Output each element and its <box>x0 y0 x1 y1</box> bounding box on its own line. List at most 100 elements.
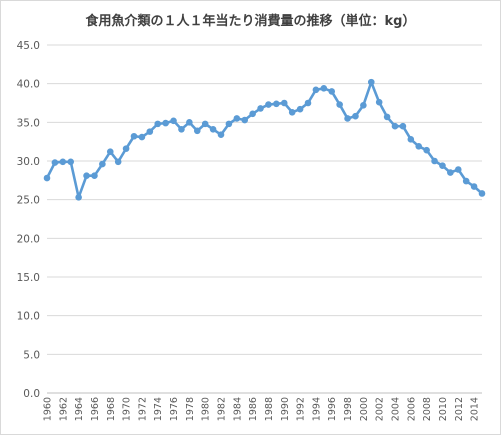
data-point <box>138 133 146 141</box>
data-point <box>415 143 423 150</box>
data-point <box>91 172 98 179</box>
x-tick-label: 1978 <box>185 397 196 421</box>
data-point <box>352 112 359 120</box>
x-tick-label: 1970 <box>122 397 133 421</box>
data-point <box>114 158 122 166</box>
data-point <box>122 145 130 152</box>
data-point <box>99 160 106 168</box>
data-point <box>478 190 486 197</box>
chart-title: 食用魚介類の１人１年当たり消費量の推移（単位：kg） <box>85 14 416 29</box>
data-point <box>209 125 217 133</box>
y-tick-label: 5.0 <box>23 349 40 361</box>
data-point <box>130 132 138 140</box>
x-tick-label: 2006 <box>406 397 417 421</box>
x-tick-label: 1980 <box>201 397 212 421</box>
data-point <box>344 115 351 122</box>
y-tick-label: 30.0 <box>17 156 40 168</box>
x-tick-label: 1972 <box>137 397 148 421</box>
data-point <box>367 78 375 86</box>
data-point <box>336 101 343 108</box>
x-tick-label: 1984 <box>232 397 243 421</box>
x-tick-label: 1968 <box>106 397 117 421</box>
x-tick-label: 1990 <box>280 397 291 421</box>
y-tick-label: 25.0 <box>17 195 40 207</box>
data-point <box>462 177 470 185</box>
data-point <box>146 128 154 135</box>
x-tick-label: 1982 <box>217 397 228 421</box>
data-point <box>233 115 241 122</box>
x-tick-label: 2008 <box>422 397 433 421</box>
data-point <box>470 183 478 190</box>
x-tick-label: 1962 <box>58 397 69 421</box>
data-point <box>257 105 264 112</box>
x-tick-label: 2000 <box>359 397 370 421</box>
x-tick-label: 2010 <box>438 397 449 421</box>
data-point <box>83 172 90 179</box>
x-tick-label: 1992 <box>296 397 307 421</box>
data-point <box>288 108 296 116</box>
y-axis-ticks: 0.0 5.0 10.0 15.0 20.0 25.0 30.0 35.0 40.0 45.0 <box>17 40 40 400</box>
data-point <box>154 120 162 128</box>
data-point <box>391 122 399 130</box>
y-tick-label: 15.0 <box>17 272 40 284</box>
x-tick-label: 1976 <box>169 397 180 421</box>
data-point <box>407 136 415 143</box>
data-point <box>447 169 454 176</box>
data-point <box>383 113 391 121</box>
data-point <box>439 162 446 169</box>
y-tick-label: 45.0 <box>17 40 40 52</box>
x-tick-label: 2012 <box>454 397 465 421</box>
x-tick-label: 1998 <box>343 397 354 421</box>
y-tick-label: 20.0 <box>17 233 40 245</box>
data-point <box>431 157 438 165</box>
gridlines <box>47 44 482 394</box>
x-tick-label: 1996 <box>327 397 338 421</box>
data-point <box>241 116 249 124</box>
data-point <box>249 110 256 118</box>
data-point <box>423 146 430 154</box>
data-point <box>75 194 82 201</box>
x-tick-label: 1986 <box>248 397 259 421</box>
y-tick-label: 35.0 <box>17 117 40 129</box>
data-point <box>59 158 67 166</box>
data-point <box>312 86 320 94</box>
data-point <box>170 117 177 125</box>
data-point <box>217 131 225 139</box>
data-point <box>193 127 201 135</box>
data-point <box>454 166 462 173</box>
data-point <box>304 99 312 107</box>
x-tick-label: 1966 <box>90 397 101 421</box>
x-tick-label: 1960 <box>43 397 54 421</box>
x-tick-label: 1988 <box>264 397 275 421</box>
data-point <box>67 158 75 166</box>
x-tick-label: 2002 <box>375 397 386 421</box>
data-point <box>265 101 272 108</box>
x-tick-label: 1964 <box>74 397 85 421</box>
data-point <box>225 120 233 128</box>
data-point <box>320 85 328 92</box>
data-point <box>360 102 367 109</box>
y-tick-label: 10.0 <box>17 311 40 323</box>
series-consumption <box>43 78 486 201</box>
data-point <box>43 174 51 182</box>
x-axis-ticks: 1960 1962 1964 1966 1968 1970 1972 1974 1976 1978… <box>43 397 481 421</box>
data-point <box>162 119 169 127</box>
y-tick-label: 40.0 <box>17 79 40 91</box>
data-point <box>186 119 193 126</box>
data-point <box>375 98 383 106</box>
data-point <box>273 100 280 108</box>
x-tick-label: 1974 <box>153 397 164 421</box>
data-point <box>178 125 185 133</box>
data-point <box>106 148 114 156</box>
x-tick-label: 2014 <box>470 397 481 421</box>
data-point <box>296 105 304 113</box>
data-point <box>399 122 407 130</box>
x-tick-label: 1994 <box>311 397 322 421</box>
data-point <box>51 159 59 166</box>
series-line <box>45 80 483 199</box>
data-point <box>280 99 288 107</box>
data-point <box>328 88 336 95</box>
data-point <box>201 120 209 128</box>
